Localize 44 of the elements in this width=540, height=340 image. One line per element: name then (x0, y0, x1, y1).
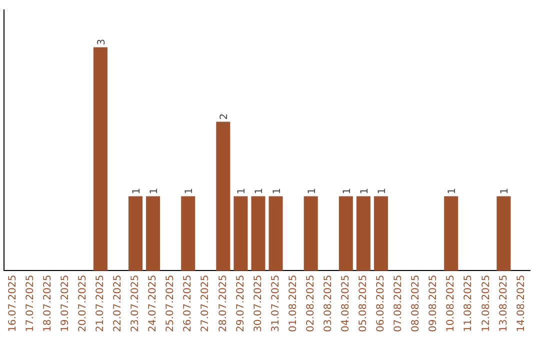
data-label: 1 (149, 188, 160, 194)
x-tick-label: 26.07.2025 (182, 274, 194, 332)
data-label: 1 (359, 188, 370, 194)
x-tick-label: 06.08.2025 (376, 274, 387, 332)
x-tick-label: 02.08.2025 (305, 274, 316, 332)
x-tick-label: 08.08.2025 (410, 274, 422, 332)
x-tick-label: 01.08.2025 (288, 274, 299, 332)
data-label: 2 (219, 113, 230, 120)
x-tick-label: 14.08.2025 (516, 274, 527, 332)
x-tick-label: 25.07.2025 (165, 274, 176, 332)
x-tick-label: 11.08.2025 (463, 274, 474, 332)
x-tick-label: 03.08.2025 (322, 274, 334, 332)
x-tick-label: 09.08.2025 (428, 274, 440, 332)
data-label: 1 (447, 188, 458, 194)
data-label: 1 (184, 188, 196, 194)
x-tick-label: 24.07.2025 (148, 274, 159, 332)
x-tick-label: 27.07.2025 (200, 274, 212, 332)
x-tick-label: 18.07.2025 (42, 274, 54, 332)
data-label: 1 (236, 188, 248, 194)
x-tick-label: 23.07.2025 (130, 274, 142, 332)
x-tick-label: 28.07.2025 (218, 274, 229, 332)
x-tick-label: 31.07.2025 (270, 274, 282, 332)
data-label: 1 (254, 188, 266, 194)
data-label: 1 (500, 188, 511, 194)
x-tick-label: 05.08.2025 (358, 274, 370, 332)
x-tick-label: 29.07.2025 (235, 274, 246, 332)
x-tick-label: 10.08.2025 (446, 274, 457, 332)
data-label: 1 (132, 188, 142, 194)
data-label: 1 (376, 188, 388, 194)
x-tick-label: 22.07.2025 (112, 274, 124, 332)
x-tick-label: 04.08.2025 (340, 274, 352, 332)
x-tick-label: 07.08.2025 (393, 274, 404, 332)
x-tick-label: 21.07.2025 (95, 274, 106, 332)
data-label: 1 (342, 188, 353, 194)
data-label: 1 (306, 188, 318, 194)
x-tick-label: 12.08.2025 (480, 274, 492, 332)
x-tick-label: 16.07.2025 (7, 274, 18, 332)
x-tick-label: 19.07.2025 (60, 274, 71, 332)
x-tick-label: 20.07.2025 (77, 274, 88, 332)
x-tick-label: 30.07.2025 (252, 274, 264, 332)
data-label: 1 (272, 188, 283, 194)
x-tick-label: 13.08.2025 (498, 274, 510, 332)
data-label: 3 (96, 38, 108, 46)
x-tick-label: 17.07.2025 (24, 274, 36, 332)
